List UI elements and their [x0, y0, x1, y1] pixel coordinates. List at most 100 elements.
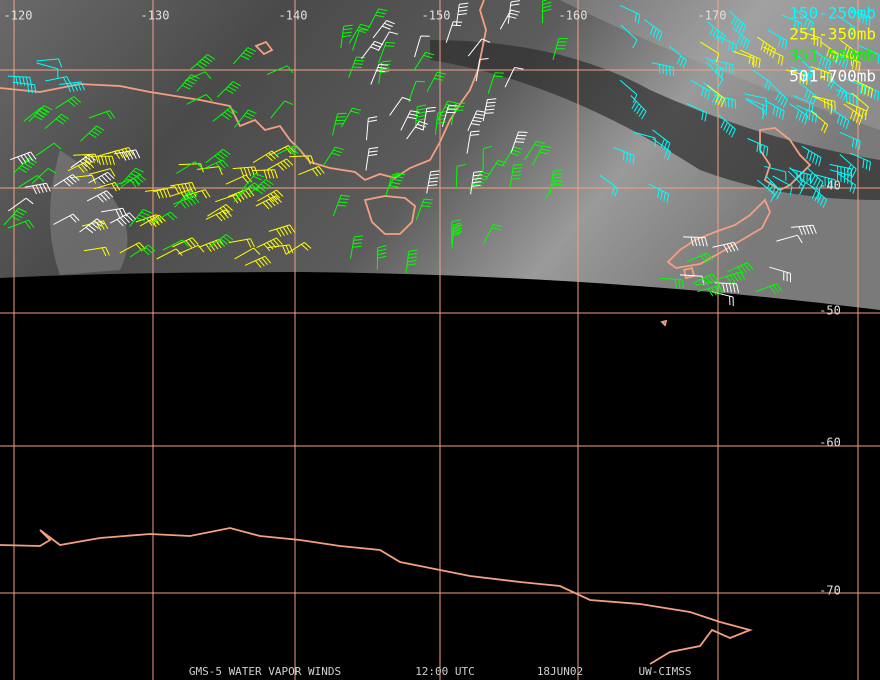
wind-barb	[252, 150, 279, 164]
wind-barb	[413, 51, 435, 72]
wind-barb	[849, 9, 871, 27]
wind-barb	[234, 109, 257, 128]
wind-barb	[414, 104, 427, 129]
wind-barb	[8, 197, 34, 212]
wind-barb	[266, 65, 294, 75]
wind-barb	[267, 244, 294, 255]
longitude-label: -130	[141, 9, 170, 23]
wind-barb	[268, 224, 296, 237]
wind-barb	[801, 145, 822, 167]
wind-barb	[727, 262, 754, 275]
wind-barb	[80, 125, 105, 142]
wind-barb	[186, 94, 213, 105]
wind-barb	[93, 182, 121, 192]
wind-barb	[408, 80, 426, 103]
wind-barb	[630, 95, 647, 120]
wind-barb	[711, 59, 734, 74]
wind-barb	[756, 179, 775, 203]
wind-barb	[176, 161, 203, 174]
wind-barb	[184, 189, 211, 199]
wind-barb	[510, 131, 528, 153]
latitude-label: -50	[819, 304, 841, 318]
wind-barb	[445, 21, 463, 43]
wind-barb	[233, 185, 258, 202]
footer-text: GMS-5 WATER VAPOR WINDS	[189, 665, 341, 678]
wind-barb	[378, 41, 396, 64]
wind-barb	[35, 142, 62, 157]
wind-barb	[487, 72, 504, 94]
wind-barb	[549, 169, 563, 194]
wind-barb	[781, 14, 803, 33]
wind-barb	[232, 166, 259, 177]
wind-barb	[839, 131, 861, 151]
wind-barb	[829, 169, 852, 185]
wind-barb	[683, 236, 708, 247]
wind-barb	[18, 174, 45, 188]
wind-barb	[772, 175, 793, 196]
longitude-label: -170	[698, 9, 727, 23]
wind-barb	[257, 189, 284, 202]
latitude-label: -60	[819, 436, 841, 450]
wind-barb	[699, 41, 720, 63]
wind-barb	[332, 112, 347, 136]
wind-barb	[348, 23, 370, 44]
wind-barb	[482, 145, 493, 171]
wind-barb	[846, 101, 868, 120]
wind-barb	[350, 235, 364, 259]
wind-barb	[400, 110, 420, 131]
wind-barb	[190, 54, 216, 70]
wind-barb	[706, 84, 726, 108]
wind-barb	[769, 266, 791, 283]
wind-barb	[207, 204, 233, 217]
footer-text: 18JUN02	[537, 665, 583, 678]
wind-barb	[542, 0, 552, 23]
wind-barb	[228, 238, 255, 248]
wind-barb	[499, 9, 520, 30]
wind-barb	[372, 20, 395, 39]
wind-barb	[731, 27, 750, 50]
wind-barb	[368, 8, 388, 29]
wind-barb	[9, 151, 37, 165]
wind-barb	[83, 246, 110, 257]
wind-barb	[361, 40, 384, 60]
wind-barb	[809, 184, 828, 208]
wind-barb	[686, 252, 714, 264]
wind-barb	[619, 79, 638, 103]
wind-barb	[668, 45, 687, 69]
wind-barb	[120, 167, 144, 185]
wind-barb	[482, 224, 503, 245]
wind-barb	[202, 159, 229, 171]
wind-barb	[745, 98, 768, 116]
wind-barb	[298, 165, 325, 177]
legend-entry: 501-700mb	[789, 67, 876, 86]
wind-barb	[441, 105, 458, 127]
labels: -120 -130 -140 -150 -160 -170 -40 -50 -60 -70 150-…	[4, 4, 876, 679]
wind-barb	[810, 110, 829, 134]
macquarie-island	[660, 319, 668, 327]
wind-barb	[686, 102, 707, 122]
wind-barb	[715, 35, 737, 54]
wind-barb	[129, 244, 156, 258]
wind-barb	[406, 120, 428, 140]
wind-barb	[151, 211, 178, 225]
wind-barb	[552, 38, 568, 61]
wind-barb	[234, 247, 261, 260]
wind-barb	[789, 168, 812, 185]
wind-barb	[385, 172, 406, 193]
wind-barb	[771, 84, 788, 108]
wind-barb	[839, 53, 861, 72]
wind-barb	[268, 145, 295, 156]
wind-barb	[836, 14, 856, 36]
nz-south-island	[666, 198, 771, 269]
wind-barb	[613, 146, 635, 165]
wind-barb	[170, 182, 197, 194]
wind-barb	[340, 24, 353, 49]
wind-barb	[652, 129, 671, 152]
wind-barb	[162, 239, 189, 251]
wind-barb	[244, 255, 272, 268]
wind-barb	[36, 62, 59, 78]
wind-barb	[469, 171, 490, 191]
wind-barb	[255, 195, 282, 210]
wind-barb	[53, 213, 80, 225]
